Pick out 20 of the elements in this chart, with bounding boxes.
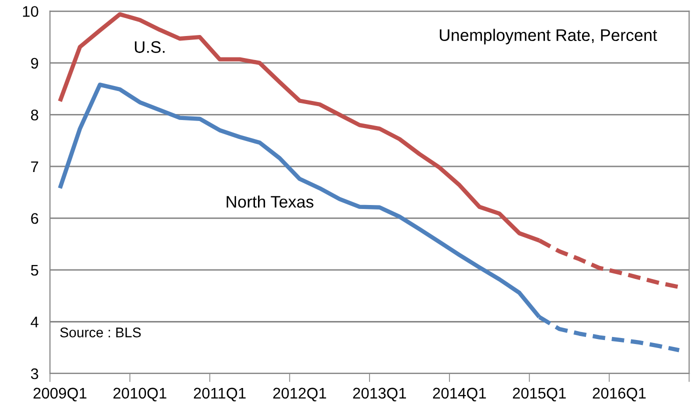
x-tick-label: 2016Q1 <box>592 388 646 402</box>
y-tick-label: 8 <box>31 110 38 120</box>
x-tick-label: 2009Q1 <box>34 388 86 402</box>
x-tick-label: 2011Q1 <box>194 388 246 402</box>
annotation: Unemployment Rate, Percent <box>440 28 658 44</box>
y-tick-label: 9 <box>31 58 38 69</box>
y-tick-label: 3 <box>30 368 38 380</box>
x-tick-label: 2010Q1 <box>113 388 166 402</box>
annotation: Source : BLS <box>60 328 141 338</box>
y-tick-label: 4 <box>30 316 38 328</box>
y-tick-label: 10 <box>23 6 38 17</box>
series-label: U.S. <box>134 41 165 53</box>
y-tick-label: 6 <box>31 213 38 224</box>
y-tick-label: 7 <box>31 162 38 172</box>
x-tick-label: 2012Q1 <box>273 388 326 402</box>
x-tick-label: 2014Q1 <box>433 388 486 402</box>
x-tick-label: 2015Q1 <box>512 388 566 402</box>
x-tick-label: 2013Q1 <box>353 388 406 402</box>
y-tick-label: 5 <box>30 265 38 276</box>
series-label: North Texas <box>226 195 314 208</box>
